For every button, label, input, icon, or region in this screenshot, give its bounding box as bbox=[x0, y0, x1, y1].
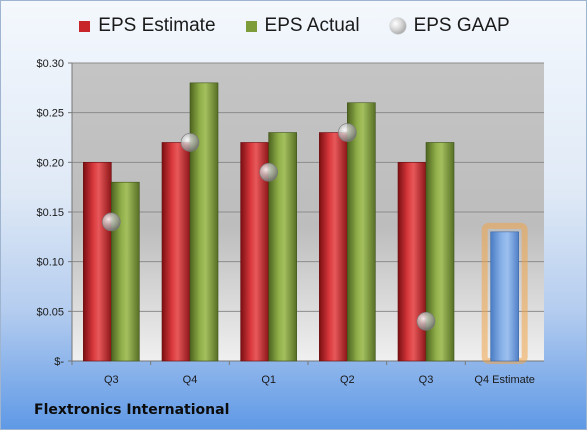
bar-eps-actual bbox=[347, 102, 376, 362]
y-tick-label: $0.30 bbox=[36, 58, 64, 70]
marker-eps-gaap bbox=[338, 123, 357, 142]
company-name: Flextronics International bbox=[34, 402, 230, 418]
x-tick-label: Q2 bbox=[340, 374, 355, 386]
y-tick-label: $0.15 bbox=[36, 207, 64, 219]
bar-eps-estimate bbox=[397, 162, 427, 362]
y-tick-label: $0.25 bbox=[36, 108, 64, 120]
green-square-icon bbox=[245, 20, 257, 32]
x-tick-label: Q1 bbox=[261, 374, 276, 386]
legend-label-eps-actual: EPS Actual bbox=[264, 15, 360, 36]
bar-eps-actual bbox=[189, 82, 219, 362]
grey-sphere-icon bbox=[389, 18, 406, 34]
x-tick-label: Q4 bbox=[183, 374, 198, 386]
red-square-icon bbox=[79, 20, 91, 32]
y-tick-label: $0.10 bbox=[36, 257, 64, 269]
x-tick-label: Q4 Estimate bbox=[474, 374, 535, 386]
y-tick-label: $0.05 bbox=[36, 306, 64, 318]
x-tick-label: Q3 bbox=[419, 374, 434, 386]
y-tick-label: $0.20 bbox=[36, 157, 64, 169]
marker-eps-gaap bbox=[416, 311, 436, 331]
y-tick-label: $- bbox=[54, 356, 64, 368]
marker-eps-gaap bbox=[259, 162, 278, 182]
marker-eps-gaap bbox=[102, 212, 121, 232]
bar-eps-estimate bbox=[319, 132, 348, 362]
legend-label-eps-estimate: EPS Estimate bbox=[98, 15, 216, 36]
bar-eps-estimate bbox=[83, 162, 112, 362]
legend-item-eps-actual: EPS Actual bbox=[245, 15, 360, 37]
legend-item-eps-gaap: EPS GAAP bbox=[389, 15, 510, 37]
x-tick-label: Q3 bbox=[104, 374, 119, 386]
plot-area: $- $0.05 $0.10 $0.15 $0.20 $0.25 $0.30 Q3 Q4 Q1 Q2… bbox=[36, 58, 544, 386]
bar-eps-actual bbox=[111, 181, 140, 362]
legend-label-eps-gaap: EPS GAAP bbox=[413, 15, 510, 36]
bar-eps-forecast bbox=[490, 231, 519, 362]
legend-item-eps-estimate: EPS Estimate bbox=[79, 15, 216, 37]
bar-eps-estimate bbox=[161, 142, 191, 362]
marker-eps-gaap bbox=[180, 133, 200, 152]
chart-legend: EPS Estimate EPS Actual EPS GAAP bbox=[1, 15, 586, 37]
